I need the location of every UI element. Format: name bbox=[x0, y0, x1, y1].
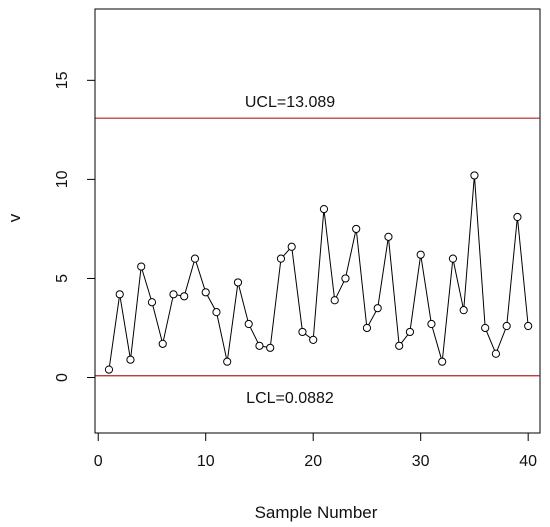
data-point bbox=[115, 290, 124, 299]
data-point bbox=[223, 357, 232, 366]
y-tick-label: 5 bbox=[54, 274, 71, 283]
data-point bbox=[470, 171, 479, 180]
lcl-label: LCL=0.0882 bbox=[246, 390, 334, 407]
data-point bbox=[448, 254, 458, 263]
data-point bbox=[104, 365, 114, 374]
data-point bbox=[201, 288, 210, 297]
x-tick-label: 0 bbox=[94, 453, 103, 470]
data-point bbox=[524, 321, 533, 331]
data-point bbox=[126, 355, 135, 364]
y-axis-title: v bbox=[5, 213, 24, 222]
data-point bbox=[330, 296, 339, 305]
data-point bbox=[373, 304, 382, 313]
plot-frame bbox=[94, 8, 541, 434]
data-point bbox=[276, 254, 286, 263]
data-point bbox=[427, 319, 436, 329]
data-point bbox=[502, 321, 511, 331]
data-point bbox=[395, 341, 404, 350]
axes: 0 10 20 30 40 0 5 10 15 bbox=[54, 71, 537, 470]
data-point bbox=[158, 339, 167, 348]
x-axis-title: Sample Number bbox=[255, 503, 378, 522]
data-series bbox=[104, 171, 533, 374]
data-point bbox=[362, 323, 372, 333]
y-tick-label: 10 bbox=[54, 170, 71, 188]
data-point bbox=[287, 242, 296, 251]
y-tick-label: 15 bbox=[54, 71, 71, 89]
data-point bbox=[147, 298, 157, 307]
x-tick-label: 40 bbox=[519, 453, 537, 470]
data-point bbox=[438, 357, 447, 366]
data-point bbox=[266, 343, 275, 352]
ucl-label: UCL=13.089 bbox=[245, 94, 335, 111]
limit-lines: UCL=13.089 LCL=0.0882 bbox=[95, 94, 540, 407]
data-point bbox=[459, 306, 468, 315]
data-point bbox=[352, 224, 361, 234]
data-point bbox=[405, 327, 415, 337]
data-point bbox=[233, 278, 243, 287]
x-tick-label: 30 bbox=[412, 453, 430, 470]
data-point bbox=[309, 335, 318, 344]
data-point bbox=[298, 327, 307, 337]
data-point bbox=[513, 212, 522, 222]
x-tick-label: 10 bbox=[197, 453, 215, 470]
data-point bbox=[190, 254, 200, 263]
data-point bbox=[244, 319, 253, 329]
data-point bbox=[137, 262, 146, 271]
data-point bbox=[491, 349, 501, 358]
data-point bbox=[180, 292, 189, 301]
series-line bbox=[108, 175, 529, 370]
data-point bbox=[481, 323, 490, 333]
data-point bbox=[255, 341, 264, 350]
y-tick-label: 0 bbox=[54, 373, 71, 382]
data-point bbox=[212, 308, 221, 317]
x-tick-label: 20 bbox=[304, 453, 322, 470]
data-point bbox=[319, 205, 329, 214]
data-point bbox=[341, 274, 350, 283]
data-point bbox=[169, 290, 178, 299]
data-point bbox=[416, 250, 425, 259]
data-point bbox=[384, 232, 393, 241]
